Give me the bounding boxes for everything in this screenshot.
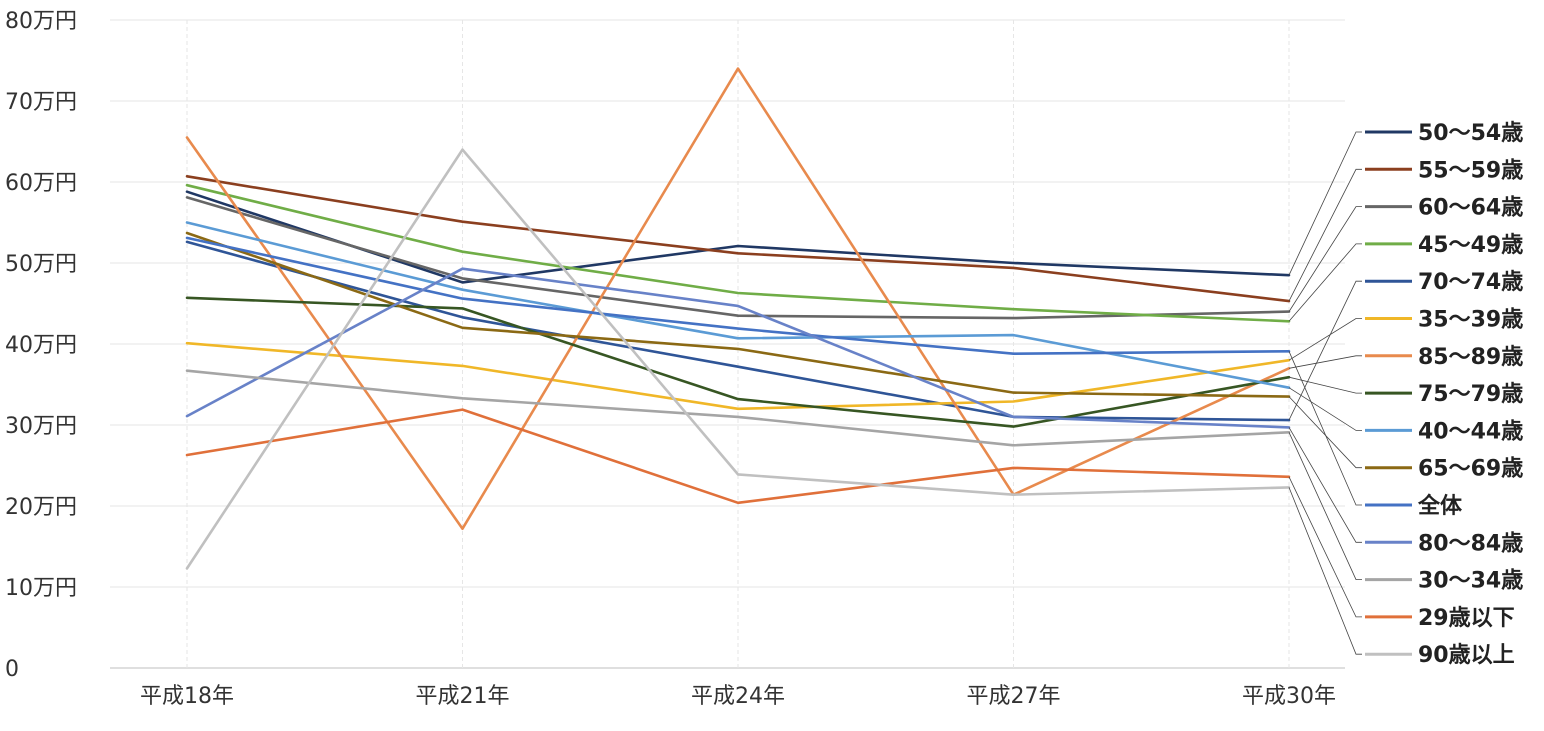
x-tick-label: 平成24年 [691, 684, 785, 709]
legend-label: 85～89歳 [1418, 345, 1523, 370]
legend-leader-line [1288, 318, 1362, 361]
legend-leader-line [1288, 355, 1362, 369]
series-line [185, 341, 1291, 411]
x-tick-label: 平成21年 [416, 684, 510, 709]
y-tick-label: 60万円 [5, 171, 77, 196]
legend-leader-line [1288, 376, 1362, 394]
legend-label: 35～39歳 [1418, 308, 1523, 333]
legend-label: 全体 [1417, 493, 1463, 519]
series-line [185, 196, 1291, 320]
legend-leader-line [1288, 432, 1362, 580]
series-line [185, 236, 1291, 356]
y-tick-label: 40万円 [5, 333, 77, 358]
legend-label: 50～54歳 [1418, 121, 1523, 146]
legend-label: 40～44歳 [1418, 419, 1523, 444]
legend-leader-line [1288, 387, 1362, 431]
legend-label: 75～79歳 [1418, 382, 1523, 407]
legend-leader-line [1288, 476, 1362, 618]
legend-label: 55～59歳 [1418, 158, 1523, 183]
x-tick-label: 平成18年 [140, 684, 234, 709]
series-line [185, 296, 1291, 428]
x-tick-label: 平成30年 [1242, 684, 1336, 709]
legend-leader-line [1288, 351, 1362, 506]
series-line [185, 183, 1291, 323]
legend-label: 80～84歳 [1418, 531, 1523, 556]
legend-label: 30～34歳 [1418, 569, 1523, 594]
legend-leader-line [1288, 487, 1362, 655]
legend: 50～54歳 55～59歳 60～64歳 45～49歳 70～74歳 35～39歳 85～8… [1288, 121, 1523, 668]
series-line [185, 369, 1291, 447]
legend-label: 65～69歳 [1418, 457, 1523, 482]
legend-label: 60～64歳 [1418, 196, 1523, 221]
series-line [185, 148, 1291, 570]
series-line [185, 408, 1291, 505]
legend-label: 70～74歳 [1418, 270, 1523, 295]
x-tick-label: 平成27年 [967, 684, 1061, 709]
legend-leader-line [1288, 131, 1362, 276]
legend-label: 29歳以下 [1418, 606, 1515, 631]
legend-leader-line [1288, 396, 1362, 469]
grid-layer [110, 19, 1345, 669]
series-line [185, 231, 1291, 398]
series-layer [185, 67, 1291, 570]
y-tick-label: 0 [5, 657, 19, 682]
legend-leader-line [1288, 280, 1362, 421]
y-tick-label: 70万円 [5, 90, 77, 115]
y-tick-label: 10万円 [5, 576, 77, 601]
legend-leader-line [1288, 206, 1362, 312]
series-line [185, 240, 1291, 422]
y-tick-label: 30万円 [5, 414, 77, 439]
series-line [185, 175, 1291, 303]
legend-leader-line [1288, 168, 1362, 302]
series-line [185, 67, 1291, 531]
y-tick-label: 20万円 [5, 495, 77, 520]
legend-label: 45～49歳 [1418, 233, 1523, 258]
legend-leader-line [1288, 427, 1362, 543]
legend-leader-line [1288, 243, 1362, 322]
y-tick-label: 50万円 [5, 252, 77, 277]
series-line [185, 267, 1291, 429]
y-tick-label: 80万円 [5, 9, 77, 34]
legend-label: 90歳以上 [1418, 643, 1515, 668]
